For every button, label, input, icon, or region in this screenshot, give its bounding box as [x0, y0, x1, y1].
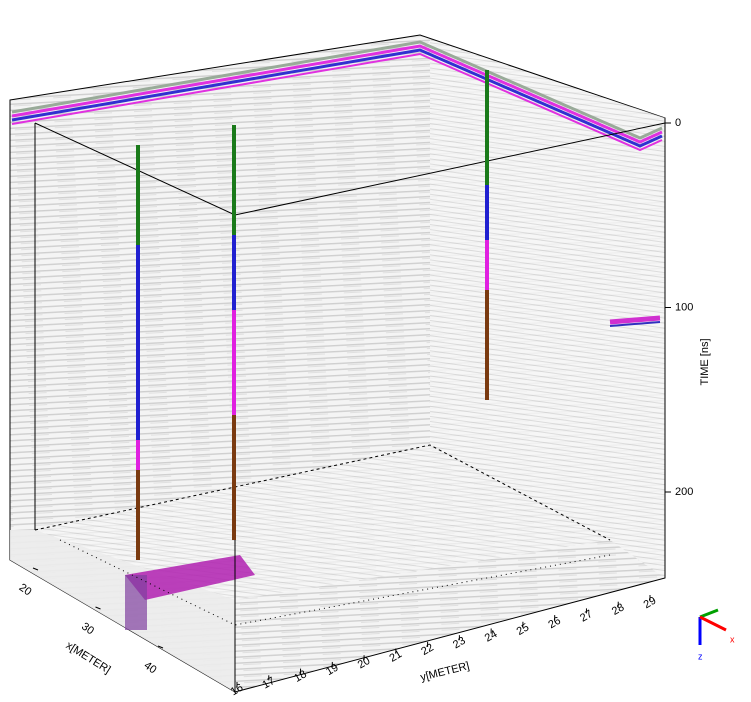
triad: x z: [698, 610, 735, 661]
y-tick-label: 27: [578, 608, 595, 625]
y-tick-label: 23: [451, 635, 468, 652]
y-tick-label: 26: [546, 615, 563, 632]
triad-z: z: [698, 651, 703, 661]
time-axis-label: TIME [ns]: [699, 338, 711, 385]
x-tick-label: 20: [17, 581, 34, 598]
y-tick-label: 24: [483, 628, 500, 645]
y-tick-label: 22: [419, 642, 436, 659]
x-axis-label: x[METER]: [64, 640, 113, 677]
triad-x: x: [730, 634, 735, 644]
y-tick-label: 28: [610, 601, 627, 618]
volume: [10, 35, 665, 692]
time-tick-label: 200: [675, 486, 693, 498]
y-axis-label: y[METER]: [419, 660, 471, 684]
time-tick-label: 100: [675, 301, 693, 313]
y-tick-label: 25: [515, 621, 532, 638]
time-tick-label: 0: [675, 117, 681, 129]
y-tick-label: 29: [642, 595, 659, 612]
x-tick-label: 30: [79, 620, 96, 637]
gpr-3d-view: x z TIME [ns] y[METER] x[METER] 01002001…: [0, 0, 751, 697]
x-tick-label: 40: [142, 659, 159, 676]
